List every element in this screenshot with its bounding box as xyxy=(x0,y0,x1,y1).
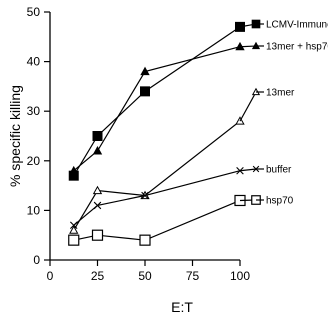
legend-item-13mer-hsp70: 13mer + hsp70 xyxy=(239,42,328,53)
legend-item-lcmv-immune: LCMV-Immune xyxy=(239,20,328,31)
data-point-lcmv-immune xyxy=(140,86,150,97)
series-buffer xyxy=(69,166,244,230)
data-point-13mer xyxy=(92,185,103,195)
data-point-hsp70 xyxy=(139,234,151,246)
series-line-buffer xyxy=(73,170,241,226)
y-tick-label: 20 xyxy=(27,154,41,168)
x-tick-label: 0 xyxy=(47,269,54,283)
data-point-buffer xyxy=(93,201,102,210)
data-point-lcmv-immune xyxy=(92,131,103,141)
legend-label-13mer: 13mer xyxy=(266,88,295,99)
data-point-buffer xyxy=(141,191,149,200)
x-tick-label: 50 xyxy=(138,269,152,283)
legend-label-hsp70: hsp70 xyxy=(266,196,294,207)
data-point-13mer-hsp70 xyxy=(69,165,79,175)
y-tick-label: 40 xyxy=(27,55,41,69)
data-point-13mer-hsp70 xyxy=(92,146,103,155)
series-layer xyxy=(68,21,246,246)
legend-label-lcmv-immune: LCMV-Immune xyxy=(266,20,328,31)
data-point-buffer xyxy=(69,221,78,230)
series-line-hsp70 xyxy=(73,199,241,241)
legend-item-hsp70: hsp70 xyxy=(239,195,294,207)
x-marker-stroke xyxy=(93,201,102,210)
series-13mer-hsp70 xyxy=(69,41,245,175)
data-point-13mer-hsp70 xyxy=(140,66,150,76)
series-line-13mer-hsp70 xyxy=(73,46,241,172)
y-tick-label: 10 xyxy=(27,203,41,217)
legend-item-13mer: 13mer xyxy=(239,88,295,122)
x-axis-label: E:T xyxy=(171,299,193,315)
y-tick-label: 50 xyxy=(27,5,41,19)
axes: 0 10 20 30 40 50 0 25 50 75 100 xyxy=(27,5,251,283)
data-point-13mer xyxy=(69,225,79,234)
y-axis-label: % specific killing xyxy=(7,85,23,187)
legend-line-13mer-hsp70 xyxy=(239,45,257,48)
data-point-hsp70 xyxy=(68,234,80,246)
x-tick-label: 75 xyxy=(186,269,200,283)
legend-line-13mer xyxy=(239,91,257,122)
x-marker-stroke xyxy=(69,221,78,230)
x-tick-label: 100 xyxy=(230,269,250,283)
y-tick-label: 0 xyxy=(33,253,40,267)
series-line-13mer xyxy=(73,120,241,231)
x-marker-stroke xyxy=(141,191,149,200)
series-lcmv-immune xyxy=(68,21,245,181)
y-tick-label: 30 xyxy=(27,104,41,118)
legend-line-buffer xyxy=(239,168,257,172)
legend-layer: LCMV-Immune 13mer + hsp70 13mer buffer hsp70 xyxy=(239,20,328,207)
x-tick-label: 25 xyxy=(91,269,105,283)
legend-item-buffer: buffer xyxy=(239,165,292,176)
legend-label-buffer: buffer xyxy=(266,165,292,176)
legend-label-13mer-hsp70: 13mer + hsp70 xyxy=(266,42,328,53)
data-point-hsp70 xyxy=(91,229,104,241)
